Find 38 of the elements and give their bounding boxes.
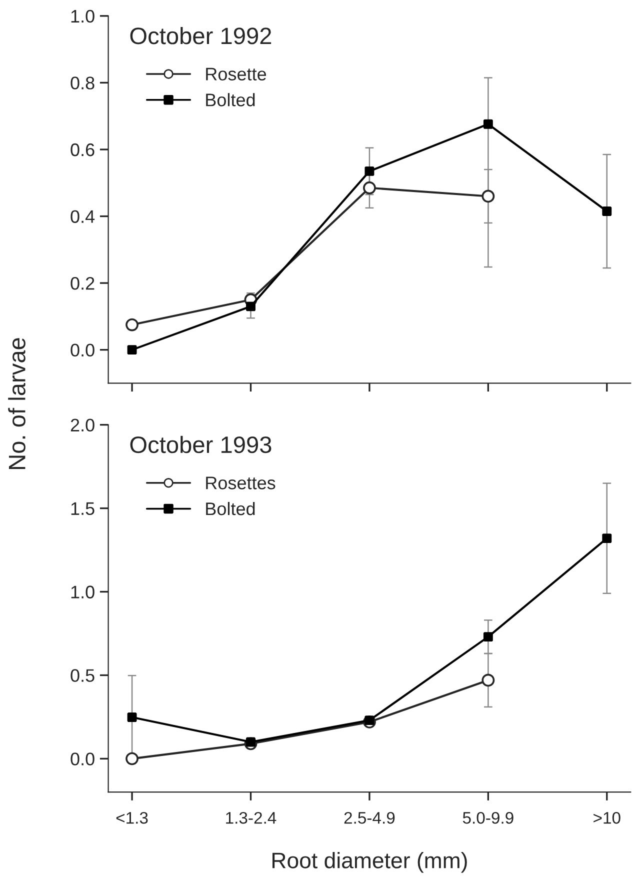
point xyxy=(127,345,137,355)
legend-label: Bolted xyxy=(206,93,255,106)
y-tick-label: 1.0 xyxy=(71,10,94,23)
x-tick-label: 1.3-2.4 xyxy=(226,812,276,824)
point xyxy=(126,752,138,766)
point xyxy=(364,166,374,176)
point xyxy=(482,674,495,687)
point xyxy=(482,190,495,203)
point xyxy=(602,534,612,544)
chart-title: October 1992 xyxy=(130,26,272,44)
x-tick-label: <1.3 xyxy=(116,812,148,824)
y-tick-label: 0.0 xyxy=(70,752,94,766)
point xyxy=(483,119,493,129)
x-tick-label: >10 xyxy=(594,812,620,824)
y-tick-label: 1.5 xyxy=(71,502,94,515)
y-tick-label: 1.0 xyxy=(71,586,94,598)
point xyxy=(483,632,493,642)
x-axis-title: Root diameter (mm) xyxy=(272,852,467,873)
legend-label: Rosettes xyxy=(206,476,276,490)
point xyxy=(246,302,256,312)
chart-title: October 1993 xyxy=(130,436,272,454)
legend-label: Bolted xyxy=(206,502,255,516)
legend-label: Rosette xyxy=(206,68,266,80)
x-tick-label: 5.0-9.9 xyxy=(462,812,514,824)
y-tick-label: 0.2 xyxy=(70,276,94,290)
y-tick-label: 2.0 xyxy=(70,418,94,432)
y-tick-label: 0.4 xyxy=(70,210,95,223)
point xyxy=(602,206,612,216)
point xyxy=(364,716,374,726)
point xyxy=(363,181,376,194)
point xyxy=(126,318,138,332)
point xyxy=(127,712,137,722)
x-tick-label: 2.5-4.9 xyxy=(344,812,395,824)
y-axis-title: No. of larvae xyxy=(8,338,26,469)
y-tick-label: 0.8 xyxy=(70,76,94,90)
y-tick-label: 0.0 xyxy=(70,344,94,357)
y-tick-label: 0.6 xyxy=(70,143,94,156)
y-tick-label: 0.5 xyxy=(70,669,94,682)
